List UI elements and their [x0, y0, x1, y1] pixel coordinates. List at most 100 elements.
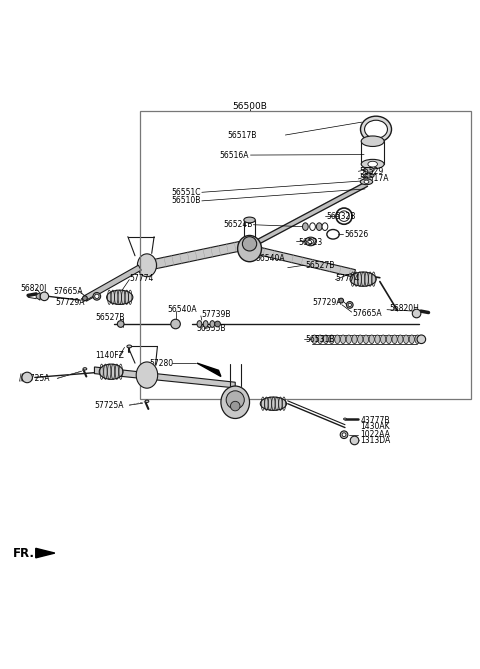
Ellipse shape [312, 335, 317, 344]
Polygon shape [197, 363, 221, 377]
Ellipse shape [127, 345, 132, 348]
Text: 1022AA: 1022AA [360, 430, 390, 440]
Ellipse shape [238, 235, 262, 262]
Text: 43777B: 43777B [360, 416, 390, 425]
Text: 56540A: 56540A [168, 305, 197, 314]
Ellipse shape [364, 120, 387, 138]
Ellipse shape [244, 217, 255, 223]
Text: 57739B: 57739B [202, 310, 231, 319]
Text: 56516A: 56516A [219, 151, 249, 160]
Text: 1313DA: 1313DA [360, 436, 391, 446]
Ellipse shape [364, 180, 369, 183]
Text: 56510B: 56510B [171, 197, 201, 205]
Ellipse shape [323, 335, 328, 344]
Text: 56517A: 56517A [360, 175, 389, 183]
Ellipse shape [260, 397, 287, 410]
Polygon shape [84, 265, 141, 301]
Text: 1430AK: 1430AK [360, 422, 390, 431]
Ellipse shape [375, 335, 380, 344]
Ellipse shape [316, 223, 322, 230]
Ellipse shape [137, 254, 156, 277]
Ellipse shape [361, 136, 384, 147]
Text: 57774: 57774 [129, 274, 154, 283]
Ellipse shape [305, 237, 316, 246]
Ellipse shape [398, 335, 403, 344]
Text: 56527B: 56527B [305, 261, 335, 270]
Ellipse shape [107, 290, 133, 304]
Text: 57665A: 57665A [353, 309, 382, 318]
Ellipse shape [412, 309, 421, 318]
Ellipse shape [415, 335, 420, 344]
Ellipse shape [322, 223, 328, 230]
Ellipse shape [344, 418, 347, 420]
Ellipse shape [302, 223, 308, 230]
Text: 57725A: 57725A [95, 401, 124, 409]
Text: 57774: 57774 [336, 274, 360, 283]
Polygon shape [36, 292, 40, 300]
Ellipse shape [392, 335, 397, 344]
Ellipse shape [215, 321, 220, 327]
Ellipse shape [409, 335, 414, 344]
Ellipse shape [171, 319, 180, 328]
Ellipse shape [342, 433, 346, 437]
Ellipse shape [348, 303, 351, 306]
Ellipse shape [346, 335, 351, 344]
Ellipse shape [310, 223, 315, 230]
Text: 56529: 56529 [360, 167, 384, 176]
Text: 56820H: 56820H [389, 304, 419, 312]
Polygon shape [144, 242, 241, 271]
Ellipse shape [340, 431, 348, 439]
Ellipse shape [221, 386, 250, 419]
Ellipse shape [318, 335, 323, 344]
Ellipse shape [363, 335, 369, 344]
Text: 57280: 57280 [149, 359, 173, 368]
Polygon shape [258, 248, 355, 277]
Text: 57725A: 57725A [21, 374, 50, 383]
Ellipse shape [308, 240, 313, 244]
Ellipse shape [210, 320, 215, 327]
Ellipse shape [83, 296, 87, 300]
Ellipse shape [145, 400, 149, 403]
Ellipse shape [364, 173, 374, 178]
Ellipse shape [226, 391, 244, 409]
Ellipse shape [347, 302, 353, 308]
Text: FR.: FR. [13, 547, 36, 559]
Text: 56523: 56523 [298, 238, 323, 248]
Ellipse shape [93, 292, 101, 300]
Ellipse shape [117, 320, 124, 327]
Ellipse shape [40, 292, 48, 300]
Bar [140, 111, 471, 399]
Text: 56532B: 56532B [327, 211, 356, 221]
Ellipse shape [340, 335, 346, 344]
Ellipse shape [99, 364, 123, 379]
Ellipse shape [83, 368, 87, 370]
Text: 56531B: 56531B [306, 334, 335, 344]
Ellipse shape [329, 335, 334, 344]
Text: 56517B: 56517B [228, 130, 257, 140]
Ellipse shape [360, 179, 372, 185]
Text: 1140FZ: 1140FZ [96, 351, 124, 361]
Polygon shape [253, 182, 368, 246]
Text: 56540A: 56540A [256, 254, 286, 263]
Polygon shape [36, 549, 55, 558]
Text: 56500B: 56500B [232, 102, 267, 111]
Ellipse shape [350, 436, 359, 445]
Text: 56555B: 56555B [196, 324, 226, 333]
Ellipse shape [417, 335, 426, 344]
Ellipse shape [203, 320, 208, 327]
Ellipse shape [22, 372, 33, 383]
Text: 57729A: 57729A [55, 298, 85, 306]
Text: 56527B: 56527B [95, 313, 124, 322]
Text: 57665A: 57665A [53, 287, 83, 296]
Ellipse shape [136, 362, 157, 388]
Ellipse shape [368, 161, 377, 167]
Ellipse shape [364, 167, 374, 172]
Ellipse shape [360, 116, 392, 142]
Text: 56820J: 56820J [21, 284, 47, 293]
Ellipse shape [361, 159, 384, 169]
Ellipse shape [404, 335, 408, 344]
Ellipse shape [358, 335, 363, 344]
Ellipse shape [381, 335, 386, 344]
Ellipse shape [197, 320, 202, 327]
Ellipse shape [339, 298, 344, 303]
